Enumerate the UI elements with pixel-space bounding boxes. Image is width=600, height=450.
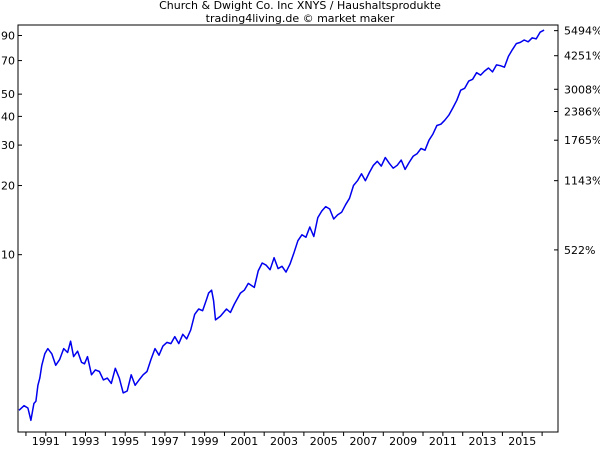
y-axis-left: 10 20 30 40 50 70 90 bbox=[1, 30, 22, 262]
x-axis: 1991 1993 1995 1997 1999 2001 2003 2005 2007 2009… bbox=[25, 432, 543, 448]
y-left-tick-label: 40 bbox=[1, 110, 15, 123]
x-tick-label: 2015 bbox=[508, 435, 536, 448]
chart-title: Church & Dwight Co. Inc XNYS / Haushalts… bbox=[159, 0, 441, 12]
series-group bbox=[18, 29, 545, 422]
y-left-tick-label: 10 bbox=[1, 249, 15, 262]
x-tick-label: 2003 bbox=[270, 435, 298, 448]
y-right-tick-label: 4251% bbox=[564, 50, 600, 63]
x-tick-label: 1993 bbox=[72, 435, 100, 448]
chart-subtitle: trading4living.de © market maker bbox=[206, 12, 395, 25]
y-right-tick-label: 1765% bbox=[564, 134, 600, 147]
y-left-tick-label: 20 bbox=[1, 180, 15, 193]
plot-area bbox=[17, 24, 559, 433]
y-right-tick-label: 5494% bbox=[564, 25, 600, 38]
x-tick-label: 2009 bbox=[389, 435, 417, 448]
price-series-line bbox=[18, 29, 545, 422]
y-left-tick-label: 30 bbox=[1, 139, 15, 152]
y-left-tick-label: 70 bbox=[1, 55, 15, 68]
x-tick-label: 1999 bbox=[191, 435, 219, 448]
y-left-tick-label: 50 bbox=[1, 88, 15, 101]
y-right-tick-label: 2386% bbox=[564, 106, 600, 119]
x-tick-label: 1991 bbox=[32, 435, 60, 448]
y-right-tick-label: 3008% bbox=[564, 83, 600, 96]
x-tick-label: 2005 bbox=[310, 435, 338, 448]
x-tick-label: 2001 bbox=[230, 435, 258, 448]
y-right-tick-label: 1143% bbox=[564, 175, 600, 188]
x-tick-label: 2011 bbox=[429, 435, 457, 448]
x-tick-label: 2013 bbox=[469, 435, 497, 448]
x-tick-label: 1997 bbox=[151, 435, 179, 448]
x-tick-label: 1995 bbox=[111, 435, 139, 448]
y-axis-right: 522% 1143% 1765% 2386% 3008% 4251% 5494% bbox=[554, 25, 600, 257]
y-right-tick-label: 522% bbox=[564, 244, 595, 257]
x-tick-label: 2007 bbox=[349, 435, 377, 448]
y-left-tick-label: 90 bbox=[1, 30, 15, 43]
